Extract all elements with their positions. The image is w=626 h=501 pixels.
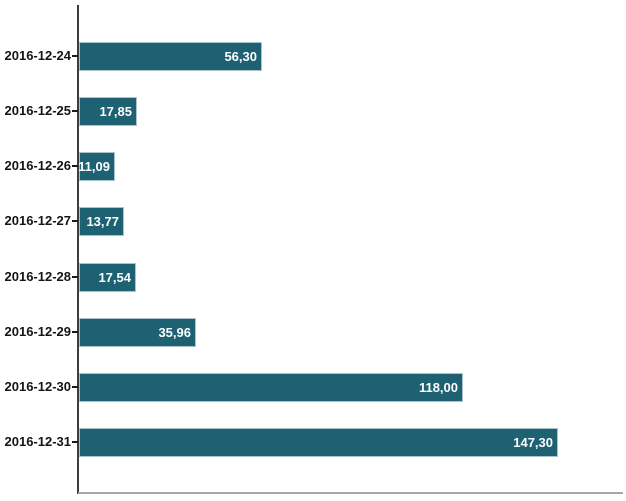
- y-axis-line: [77, 5, 79, 494]
- bar: 11,09: [78, 152, 115, 181]
- axis-tick: [72, 276, 78, 278]
- category-label: 2016-12-31: [4, 434, 72, 449]
- category-label: 2016-12-28: [4, 269, 72, 284]
- bar: 118,00: [79, 373, 463, 402]
- category-label: 2016-12-24: [4, 48, 72, 63]
- value-label: 13,77: [86, 214, 119, 229]
- category-label: 2016-12-30: [4, 379, 72, 394]
- value-label: 118,00: [418, 380, 458, 395]
- category-label: 2016-12-27: [4, 213, 72, 228]
- axis-tick: [72, 165, 78, 167]
- category-label: 2016-12-26: [4, 158, 72, 173]
- axis-tick: [72, 220, 78, 222]
- value-label: 147,30: [513, 435, 553, 450]
- x-baseline: [78, 492, 623, 494]
- bar: 147,30: [79, 428, 558, 457]
- axis-tick: [72, 331, 78, 333]
- value-label: 17,85: [99, 104, 132, 119]
- category-label: 2016-12-25: [4, 103, 72, 118]
- axis-tick: [72, 441, 78, 443]
- value-label: 56,30: [224, 49, 257, 64]
- axis-tick: [72, 386, 78, 388]
- bar: 17,85: [79, 97, 137, 126]
- axis-tick: [72, 55, 78, 57]
- bar: 17,54: [79, 263, 136, 292]
- category-label: 2016-12-29: [4, 324, 72, 339]
- bar: 13,77: [79, 207, 124, 236]
- bar: 56,30: [79, 42, 262, 71]
- value-label: 11,09: [78, 159, 110, 174]
- axis-tick: [72, 110, 78, 112]
- value-label: 35,96: [158, 325, 191, 340]
- bar: 35,96: [79, 318, 196, 347]
- value-label: 17,54: [98, 270, 131, 285]
